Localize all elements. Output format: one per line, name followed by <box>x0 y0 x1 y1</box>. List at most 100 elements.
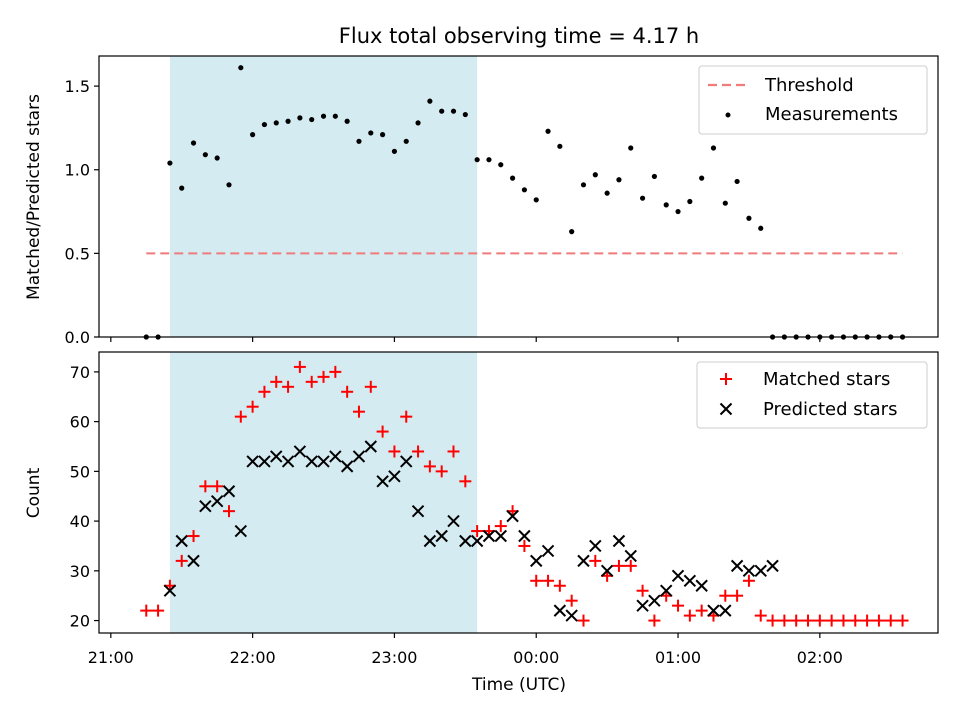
cross-stroke <box>482 529 496 543</box>
bottom-y-tick-label: 20 <box>70 612 90 631</box>
top-y-tick-label: 1.5 <box>65 77 90 96</box>
measurement-point <box>509 175 516 181</box>
matched-stars-point <box>459 475 472 488</box>
x-tick-label: 23:00 <box>371 648 417 667</box>
cross-stroke <box>730 559 744 573</box>
matched-stars-point <box>683 609 696 622</box>
predicted-stars-point <box>317 455 330 468</box>
measurement-point <box>580 182 587 188</box>
cross-stroke <box>293 445 307 458</box>
measurement-point <box>238 65 244 71</box>
predicted-stars-point <box>518 529 531 543</box>
matched-stars-point <box>329 365 342 378</box>
predicted-stars-point <box>730 559 744 573</box>
measurement-point <box>190 140 197 146</box>
matched-stars-point <box>175 554 188 567</box>
measurement-point <box>628 145 634 151</box>
matched-stars-point <box>518 539 531 552</box>
measurement-point <box>545 128 551 134</box>
predicted-stars-point <box>530 554 543 568</box>
predicted-stars-point <box>246 455 259 468</box>
predicted-stars-point <box>459 534 472 548</box>
predicted-stars-point <box>376 475 389 488</box>
predicted-stars-point <box>222 485 236 498</box>
predicted-stars-point <box>695 579 708 592</box>
predicted-stars-point <box>660 584 673 597</box>
predicted-stars-point <box>553 604 567 617</box>
measurement-point <box>332 113 338 119</box>
predicted-stars-point <box>754 564 767 578</box>
predicted-stars-point <box>329 450 342 463</box>
cross-stroke <box>541 544 555 558</box>
matched-stars-point <box>542 574 555 587</box>
matched-stars-point <box>896 614 909 627</box>
bottom-y-tick-label: 70 <box>70 363 90 382</box>
predicted-stars-point <box>258 455 271 468</box>
measurement-point <box>285 118 291 124</box>
predicted-stars-point <box>234 524 248 538</box>
measurement-point <box>699 175 705 181</box>
predicted-stars-point <box>636 599 649 612</box>
top-shaded-interval <box>169 56 478 337</box>
cross-stroke <box>683 574 697 587</box>
cross-stroke <box>742 564 756 578</box>
cross-stroke <box>270 450 283 463</box>
cross-stroke <box>648 594 661 607</box>
predicted-stars-point <box>589 539 602 553</box>
measurement-point <box>273 120 279 126</box>
measurement-point <box>474 157 480 163</box>
measurement-point <box>427 98 433 104</box>
cross-stroke <box>518 529 531 543</box>
cross-stroke <box>210 494 224 508</box>
cross-stroke <box>600 564 614 578</box>
cross-stroke <box>329 450 342 463</box>
legend-matched-swatch <box>720 373 732 385</box>
cross-stroke <box>281 455 295 468</box>
bottom-panel: 20 30 40 50 60 70 21:00 22:00 23:00 00:00 01:00 02… <box>24 351 939 695</box>
matched-stars-point <box>471 525 484 538</box>
matched-stars-point <box>813 614 826 627</box>
measurement-point <box>167 160 173 166</box>
top-legend-box <box>698 65 928 135</box>
matched-stars-point <box>837 614 850 627</box>
measurement-point <box>758 225 764 231</box>
measurement-point <box>734 178 740 185</box>
predicted-stars-point <box>163 584 177 597</box>
matched-stars-point <box>612 559 625 572</box>
predicted-stars-point <box>766 559 779 573</box>
bottom-shaded-interval <box>169 352 478 633</box>
matched-stars-point <box>742 574 755 587</box>
matched-stars-point <box>447 445 460 458</box>
measurement-point <box>722 200 728 206</box>
predicted-stars-point <box>719 604 732 617</box>
measurement-point <box>687 198 693 205</box>
predicted-stars-point <box>352 450 366 463</box>
cross-stroke <box>175 534 188 548</box>
cross-stroke <box>624 549 637 563</box>
matched-stars-point <box>530 574 543 587</box>
measurement-point <box>415 120 421 126</box>
cross-stroke <box>470 534 484 548</box>
measurement-point <box>486 157 492 163</box>
bottom-legend: Matched stars Predicted stars <box>696 361 928 429</box>
legend-measurements-swatch <box>725 112 731 118</box>
matched-stars-point <box>211 480 224 493</box>
predicted-stars-point <box>624 549 637 563</box>
cross-stroke <box>187 554 200 568</box>
measurement-point <box>403 138 409 144</box>
bottom-legend-box <box>696 361 928 429</box>
measurement-point <box>226 182 232 188</box>
matched-stars-point <box>412 445 425 458</box>
x-tick-label: 22:00 <box>230 648 276 667</box>
predicted-stars-point <box>364 440 377 453</box>
top-legend: Threshold Measurements <box>698 65 928 135</box>
cross-stroke <box>234 524 248 538</box>
matched-stars-point <box>778 614 791 627</box>
cross-stroke <box>435 529 448 543</box>
matched-stars-point <box>636 584 649 597</box>
top-y-tick-label: 0.5 <box>65 244 90 263</box>
predicted-stars-point <box>494 529 507 543</box>
matched-stars-point <box>695 604 708 617</box>
measurement-point <box>320 113 327 119</box>
measurement-point <box>616 177 622 183</box>
